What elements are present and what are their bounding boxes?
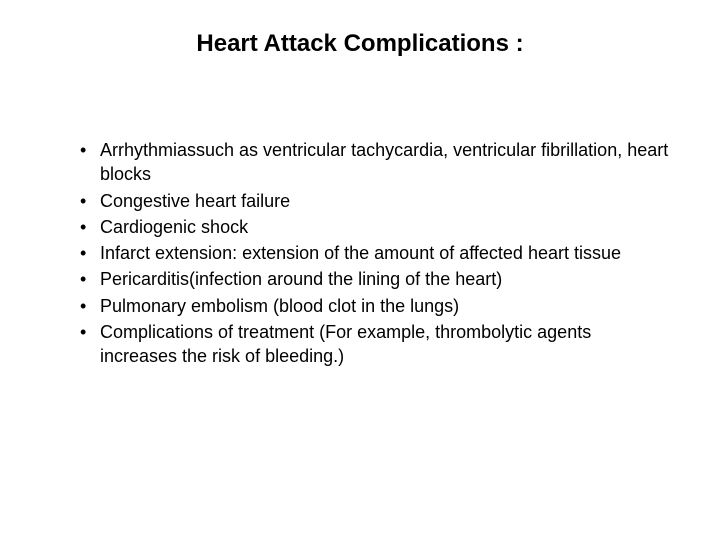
complications-list: Arrhythmiassuch as ventricular tachycard… [50, 138, 670, 369]
list-item: Pulmonary embolism (blood clot in the lu… [80, 294, 670, 318]
slide-title: Heart Attack Complications : [50, 30, 670, 58]
list-item: Pericarditis(infection around the lining… [80, 267, 670, 291]
list-item: Arrhythmiassuch as ventricular tachycard… [80, 138, 670, 187]
list-item: Cardiogenic shock [80, 215, 670, 239]
list-item: Complications of treatment (For example,… [80, 320, 670, 369]
list-item: Congestive heart failure [80, 189, 670, 213]
list-item: Infarct extension: extension of the amou… [80, 241, 670, 265]
